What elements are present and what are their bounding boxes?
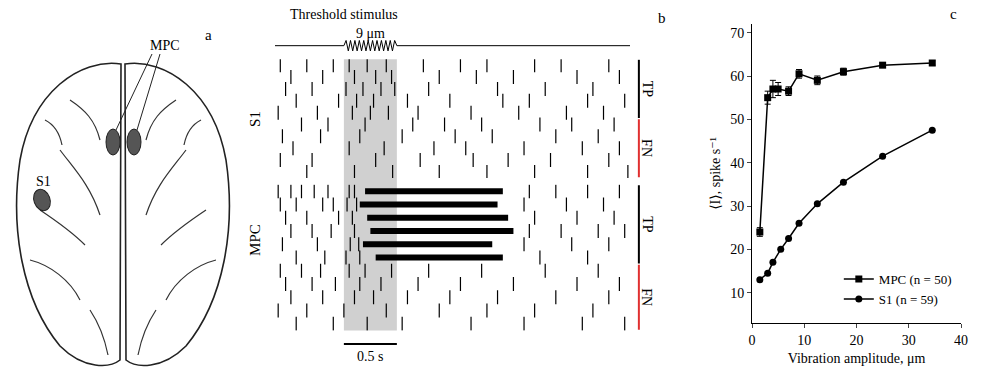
svg-text:0: 0 (749, 333, 756, 348)
svg-text:S1: S1 (247, 111, 263, 127)
svg-text:30: 30 (902, 333, 916, 348)
svg-text:MPC: MPC (247, 224, 263, 256)
svg-text:40: 40 (730, 156, 744, 171)
svg-text:TP: TP (640, 81, 655, 98)
svg-text:50: 50 (730, 112, 744, 127)
svg-text:c: c (950, 6, 957, 22)
svg-text:S1: S1 (36, 174, 51, 189)
svg-text:40: 40 (954, 333, 968, 348)
svg-text:10: 10 (730, 286, 744, 301)
svg-text:⟨I⟩, spike s⁻¹: ⟨I⟩, spike s⁻¹ (708, 137, 723, 210)
svg-text:a: a (205, 27, 212, 43)
svg-text:TP: TP (640, 216, 655, 233)
svg-text:20: 20 (730, 242, 744, 257)
svg-text:b: b (658, 10, 666, 26)
svg-text:S1 (n = 59): S1 (n = 59) (879, 292, 938, 307)
svg-text:60: 60 (730, 69, 744, 84)
svg-text:FN: FN (639, 139, 654, 157)
svg-text:20: 20 (850, 333, 864, 348)
svg-text:FN: FN (639, 288, 654, 306)
svg-text:Vibration amplitude, μm: Vibration amplitude, μm (788, 351, 926, 366)
svg-text:MPC (n = 50): MPC (n = 50) (879, 272, 952, 287)
svg-text:Threshold stimulus: Threshold stimulus (290, 7, 398, 22)
svg-text:30: 30 (730, 199, 744, 214)
svg-text:10: 10 (797, 333, 811, 348)
svg-text:MPC: MPC (150, 38, 180, 53)
svg-text:0.5 s: 0.5 s (357, 349, 383, 364)
svg-text:9 μm: 9 μm (356, 26, 385, 41)
svg-text:70: 70 (730, 26, 744, 41)
